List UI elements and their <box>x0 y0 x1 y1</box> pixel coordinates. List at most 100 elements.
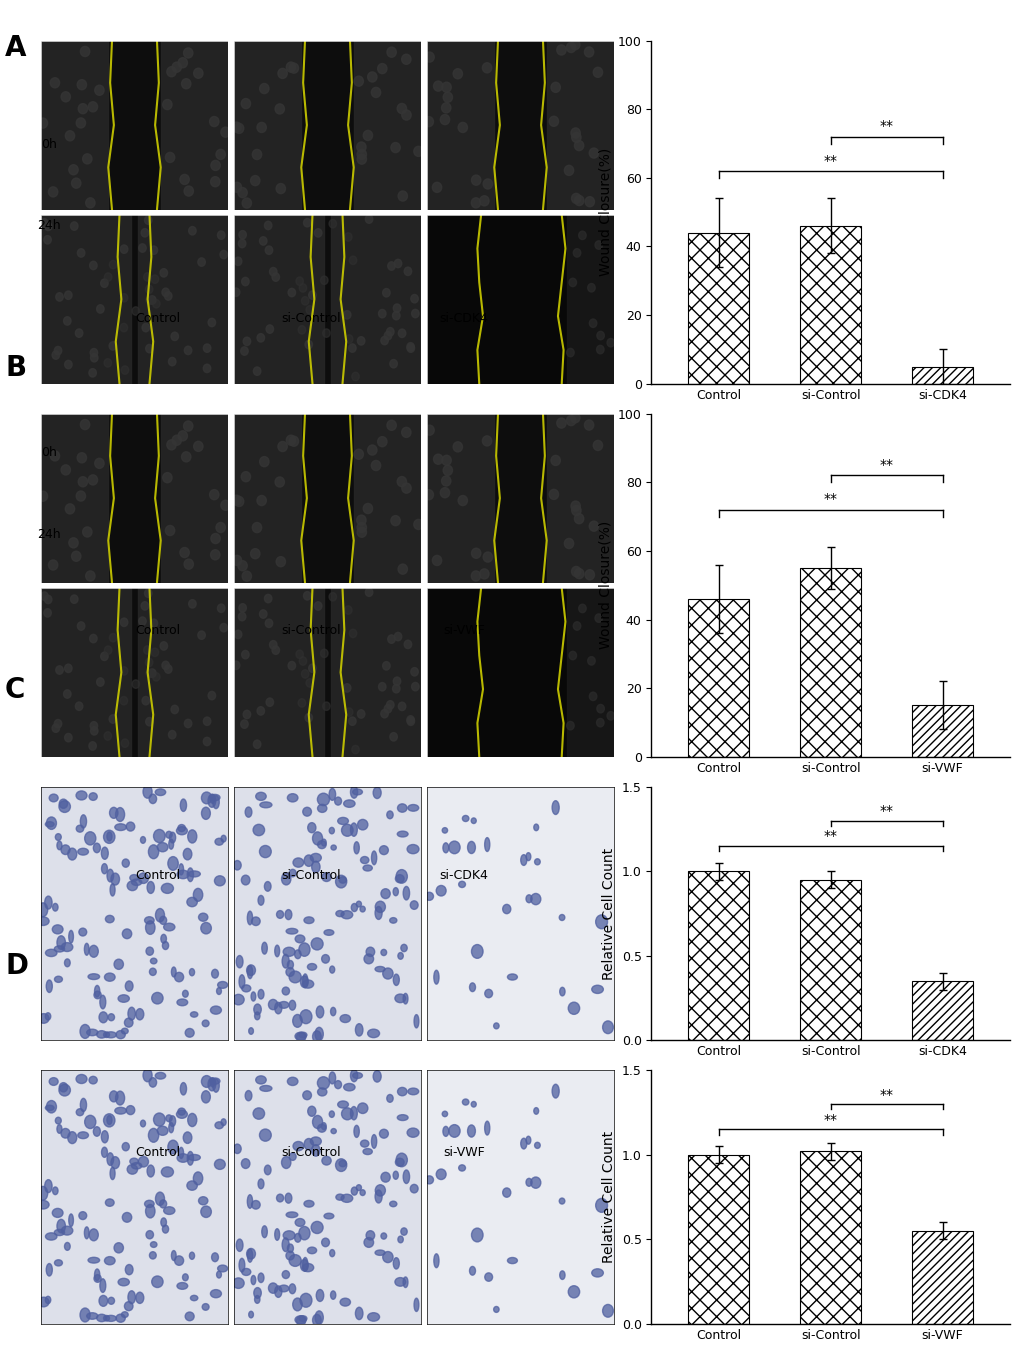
Ellipse shape <box>379 846 388 855</box>
Ellipse shape <box>440 488 449 497</box>
Ellipse shape <box>254 1004 261 1015</box>
Ellipse shape <box>178 58 187 68</box>
Ellipse shape <box>88 1258 100 1263</box>
Ellipse shape <box>551 1085 558 1098</box>
Ellipse shape <box>335 911 343 917</box>
Ellipse shape <box>382 662 389 670</box>
Ellipse shape <box>471 549 480 558</box>
Ellipse shape <box>578 231 586 239</box>
Ellipse shape <box>358 820 368 830</box>
Ellipse shape <box>351 786 358 798</box>
Ellipse shape <box>68 931 73 943</box>
Ellipse shape <box>38 1297 49 1306</box>
Ellipse shape <box>394 259 401 267</box>
Ellipse shape <box>171 967 176 977</box>
Ellipse shape <box>354 1125 359 1138</box>
Ellipse shape <box>184 346 192 354</box>
Ellipse shape <box>299 1032 307 1038</box>
Ellipse shape <box>120 323 127 332</box>
Ellipse shape <box>262 942 267 954</box>
Ellipse shape <box>57 842 62 850</box>
Ellipse shape <box>300 1293 312 1308</box>
Ellipse shape <box>351 1106 357 1120</box>
Ellipse shape <box>574 513 583 524</box>
Ellipse shape <box>151 648 159 657</box>
Ellipse shape <box>94 992 101 998</box>
Ellipse shape <box>47 1101 56 1113</box>
Ellipse shape <box>161 935 166 943</box>
Ellipse shape <box>339 1015 351 1023</box>
Ellipse shape <box>145 216 152 224</box>
Ellipse shape <box>502 904 511 913</box>
Ellipse shape <box>122 929 131 939</box>
Ellipse shape <box>152 1275 163 1288</box>
Ellipse shape <box>162 1225 168 1233</box>
Ellipse shape <box>448 1124 460 1138</box>
Ellipse shape <box>314 228 322 238</box>
Ellipse shape <box>382 1251 392 1263</box>
Ellipse shape <box>38 1013 49 1023</box>
Ellipse shape <box>144 273 151 281</box>
Ellipse shape <box>371 851 376 865</box>
Ellipse shape <box>185 1028 194 1038</box>
Ellipse shape <box>393 1258 399 1269</box>
Ellipse shape <box>221 500 230 511</box>
Ellipse shape <box>61 1227 72 1235</box>
Ellipse shape <box>304 1201 314 1206</box>
Bar <box>41 215 130 384</box>
Ellipse shape <box>208 319 215 327</box>
Bar <box>687 232 749 384</box>
Ellipse shape <box>76 1074 87 1084</box>
Ellipse shape <box>257 123 266 132</box>
Ellipse shape <box>108 1013 114 1021</box>
Ellipse shape <box>259 846 271 858</box>
Ellipse shape <box>165 153 174 162</box>
Ellipse shape <box>424 116 433 127</box>
Ellipse shape <box>64 665 72 673</box>
Bar <box>331 588 421 757</box>
Ellipse shape <box>268 1283 277 1293</box>
Ellipse shape <box>275 104 284 113</box>
Ellipse shape <box>110 884 115 896</box>
Ellipse shape <box>397 804 407 812</box>
Ellipse shape <box>265 246 272 254</box>
Ellipse shape <box>76 825 84 832</box>
Ellipse shape <box>145 917 154 924</box>
Ellipse shape <box>252 1201 260 1209</box>
Ellipse shape <box>88 974 100 979</box>
Ellipse shape <box>41 219 48 227</box>
Ellipse shape <box>396 477 407 486</box>
Ellipse shape <box>375 966 385 971</box>
Ellipse shape <box>309 290 316 300</box>
Ellipse shape <box>111 873 119 885</box>
Ellipse shape <box>61 92 70 101</box>
Ellipse shape <box>329 219 336 228</box>
Ellipse shape <box>167 66 176 77</box>
Ellipse shape <box>559 988 565 996</box>
Ellipse shape <box>101 1131 108 1143</box>
Ellipse shape <box>129 1158 139 1165</box>
Ellipse shape <box>483 553 492 562</box>
Ellipse shape <box>570 39 580 50</box>
Ellipse shape <box>292 1142 304 1151</box>
Ellipse shape <box>149 969 156 975</box>
Ellipse shape <box>255 1012 260 1020</box>
Ellipse shape <box>414 1015 419 1028</box>
Ellipse shape <box>395 870 407 884</box>
Ellipse shape <box>249 1028 253 1035</box>
Ellipse shape <box>150 619 158 627</box>
Ellipse shape <box>286 1212 298 1217</box>
Ellipse shape <box>258 1179 264 1189</box>
Ellipse shape <box>89 1229 98 1240</box>
Ellipse shape <box>424 489 433 500</box>
Ellipse shape <box>240 347 248 355</box>
Ellipse shape <box>256 1075 266 1084</box>
Ellipse shape <box>177 824 185 832</box>
Ellipse shape <box>375 907 382 920</box>
Bar <box>161 41 228 209</box>
Ellipse shape <box>312 1116 322 1128</box>
Ellipse shape <box>286 435 296 446</box>
Ellipse shape <box>436 885 445 896</box>
Ellipse shape <box>64 959 70 967</box>
Ellipse shape <box>153 300 160 308</box>
